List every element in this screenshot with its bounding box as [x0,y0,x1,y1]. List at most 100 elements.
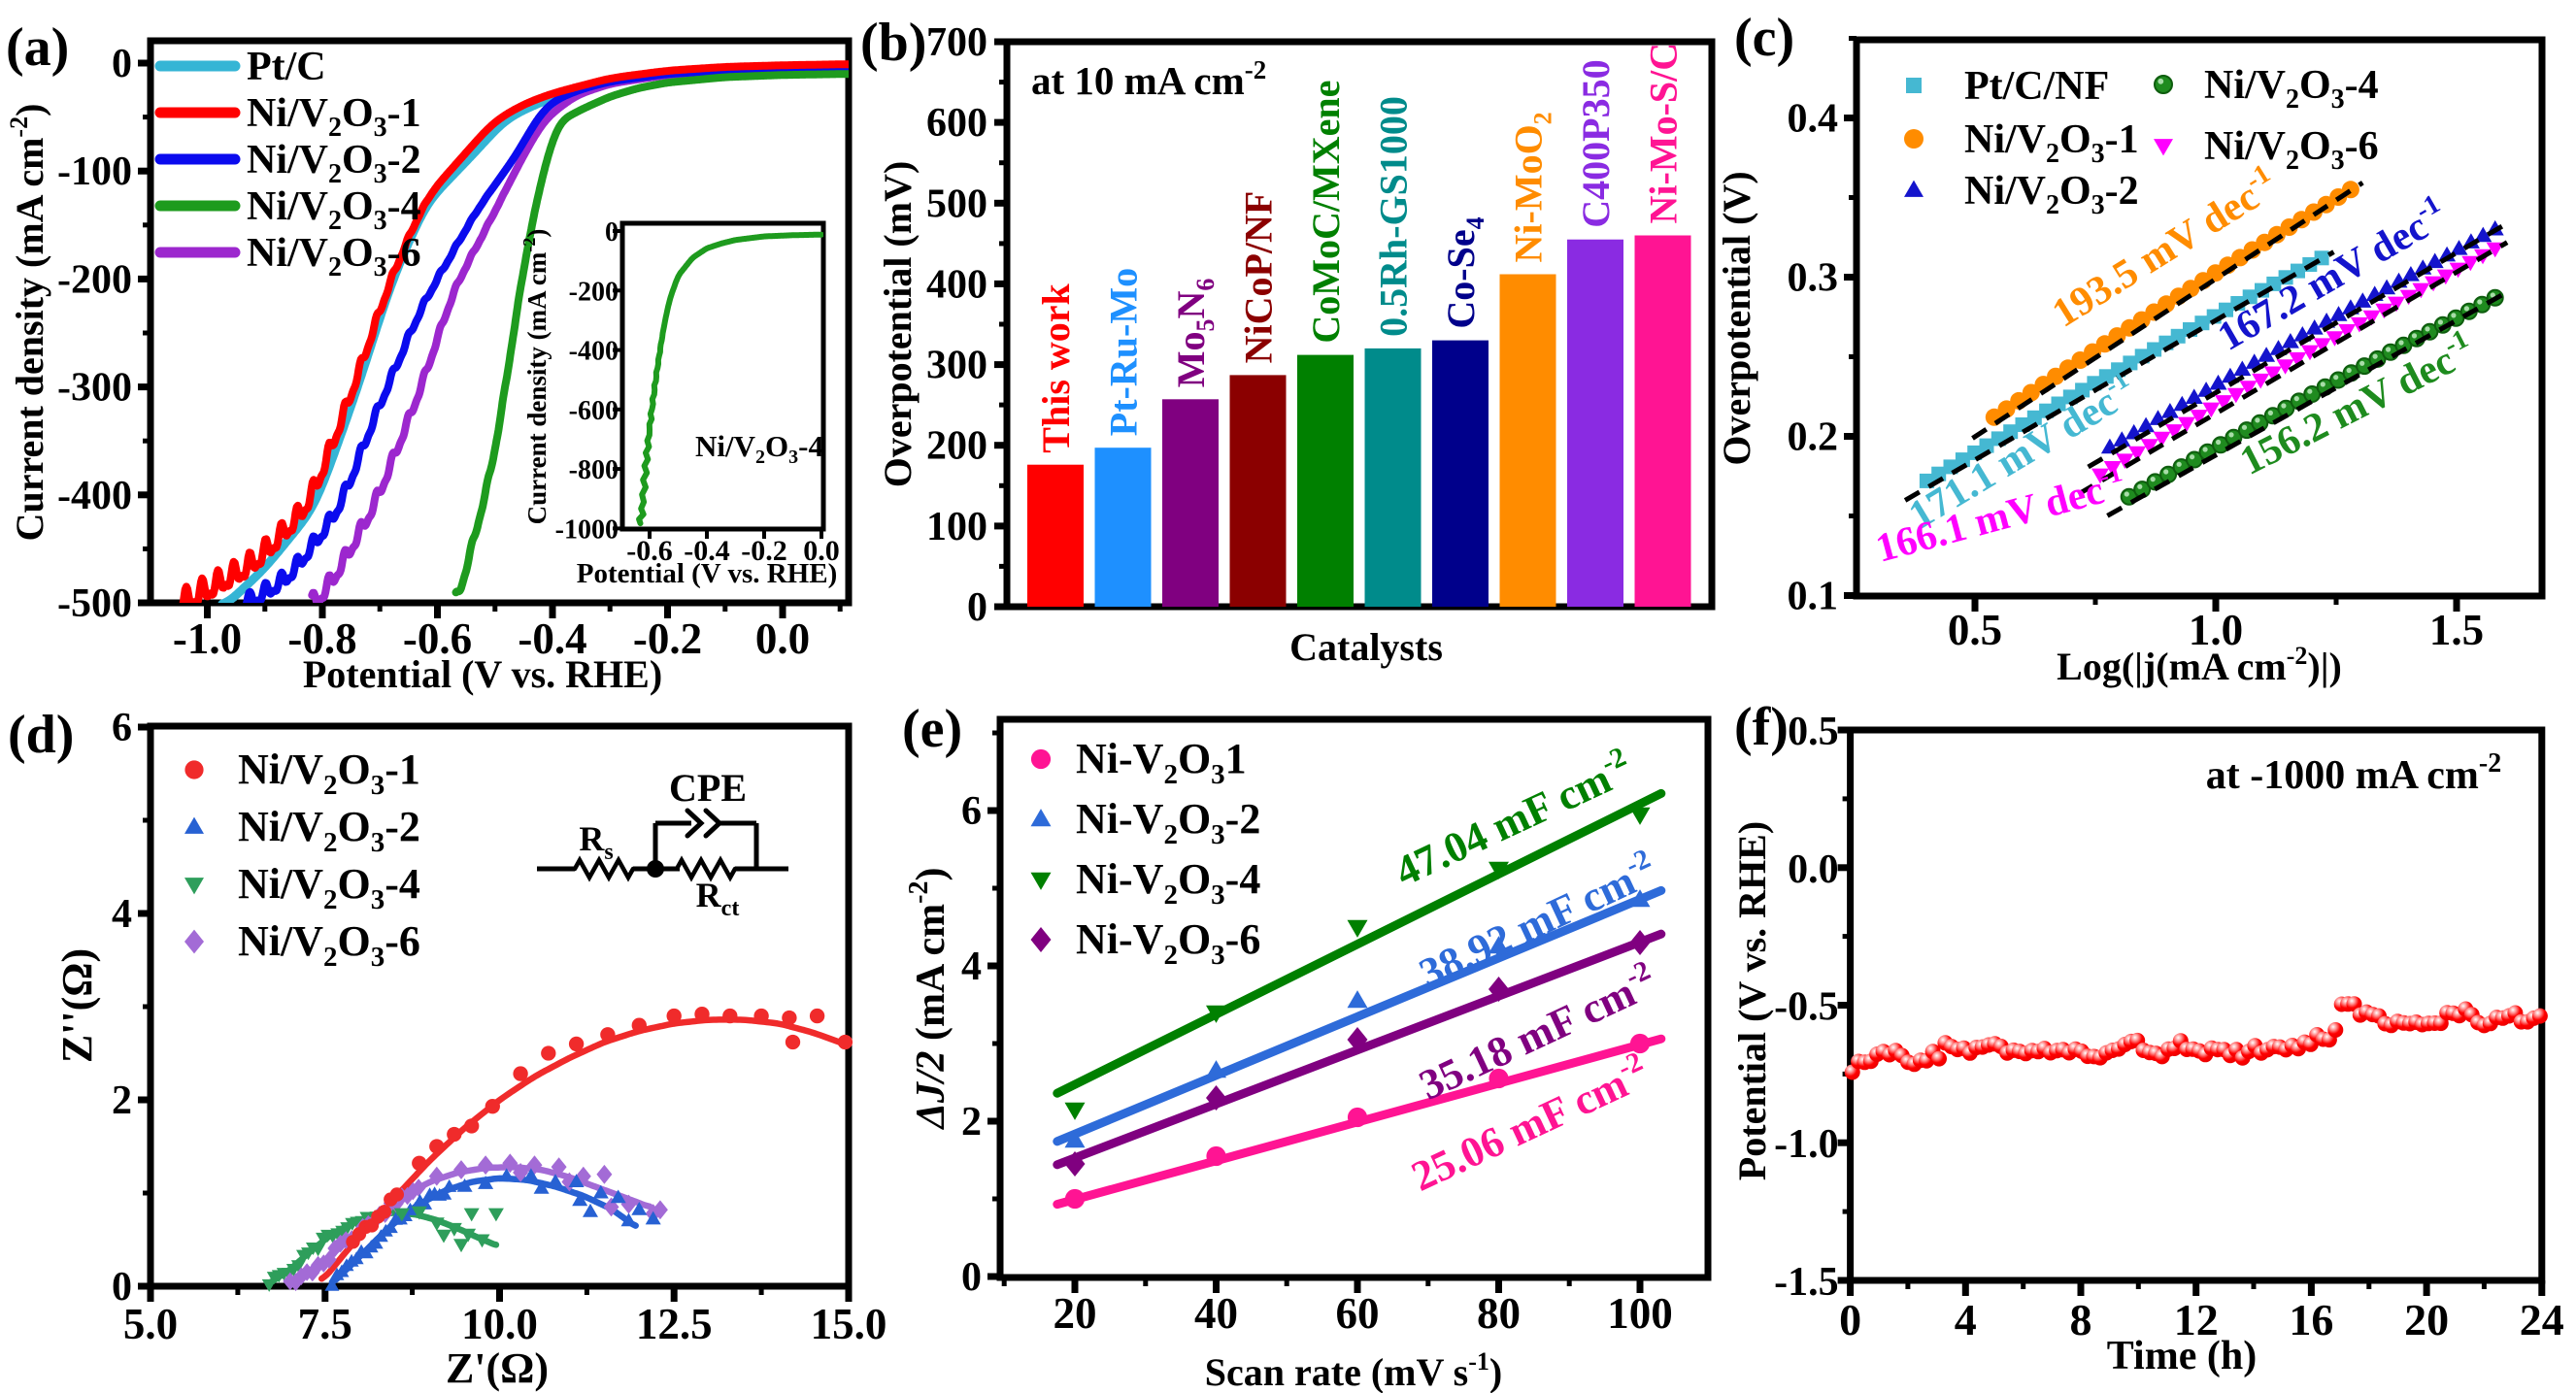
svg-text:Ni-V2O3-2: Ni-V2O3-2 [1076,795,1260,850]
svg-text:0: 0 [961,1255,982,1300]
svg-text:Overpotential (V): Overpotential (V) [1715,171,1758,465]
svg-text:-0.2: -0.2 [741,535,787,567]
svg-text:-0.6: -0.6 [626,535,673,567]
svg-text:100: 100 [926,505,987,549]
svg-text:80: 80 [1477,1289,1521,1338]
svg-text:-500: -500 [57,581,132,626]
svg-text:(a): (a) [6,17,69,78]
svg-text:Z'(Ω): Z'(Ω) [446,1344,549,1392]
svg-text:300: 300 [926,344,987,388]
svg-text:Ni/V2O3-6: Ni/V2O3-6 [2204,124,2379,176]
svg-text:10.0: 10.0 [461,1300,538,1348]
svg-text:Pt/C: Pt/C [247,45,326,89]
svg-text:12: 12 [2174,1295,2219,1344]
svg-text:Ni/V2O3-4: Ni/V2O3-4 [238,860,420,915]
svg-text:16: 16 [2289,1295,2333,1344]
svg-text:ΔJ/2 (mA cm-2): ΔJ/2 (mA cm-2) [904,868,953,1131]
svg-text:-0.4: -0.4 [684,535,730,567]
svg-text:(c): (c) [1734,8,1794,68]
svg-text:0: 0 [1839,1295,1861,1344]
svg-text:200: 200 [926,424,987,469]
svg-text:0: 0 [605,217,619,248]
svg-text:40: 40 [1194,1289,1238,1338]
svg-text:Ni/V2O3-1: Ni/V2O3-1 [247,91,421,143]
svg-text:0: 0 [112,1265,132,1310]
svg-text:Catalysts: Catalysts [1289,625,1443,669]
svg-text:Ni/V2O3-1: Ni/V2O3-1 [238,746,420,801]
svg-text:0.0: 0.0 [755,614,810,663]
svg-text:-200: -200 [57,257,132,302]
svg-text:Ni/V2O3-6: Ni/V2O3-6 [238,917,420,973]
svg-text:-1000: -1000 [555,514,619,545]
svg-text:Rs: Rs [579,819,613,865]
svg-text:Overpotential (mV): Overpotential (mV) [876,161,920,488]
svg-text:Pt/C/NF: Pt/C/NF [1964,64,2109,109]
svg-text:-1.5: -1.5 [1774,1260,1839,1305]
svg-text:at 10 mA cm-2: at 10 mA cm-2 [1031,55,1266,103]
svg-text:0.2: 0.2 [1788,415,1839,460]
svg-text:15.0: 15.0 [811,1300,887,1348]
svg-text:-300: -300 [57,366,132,411]
svg-text:-100: -100 [57,149,132,194]
svg-text:5.0: 5.0 [123,1300,178,1348]
svg-text:20: 20 [1054,1289,1097,1338]
svg-text:0: 0 [967,585,987,630]
svg-text:100: 100 [1607,1289,1673,1338]
svg-text:1.0: 1.0 [2189,606,2243,654]
svg-text:1.5: 1.5 [2429,606,2484,654]
svg-text:6: 6 [961,789,982,834]
svg-text:Ni/V2O3-4: Ni/V2O3-4 [247,184,421,236]
svg-text:-0.5: -0.5 [1774,985,1839,1030]
svg-text:0.1: 0.1 [1788,575,1839,619]
svg-text:Ni-Mo-S/C: Ni-Mo-S/C [1642,43,1686,224]
svg-text:Log(|j(mA cm-2)|): Log(|j(mA cm-2)|) [2057,642,2342,688]
svg-text:0.5Rh-GS1000: 0.5Rh-GS1000 [1372,96,1416,337]
svg-text:Co-Se4: Co-Se4 [1439,216,1489,328]
svg-text:(b): (b) [860,13,926,73]
svg-text:Pt-Ru-Mo: Pt-Ru-Mo [1102,268,1146,436]
svg-text:at -1000 mA cm-2: at -1000 mA cm-2 [2206,748,2501,798]
svg-text:-200: -200 [569,277,619,307]
svg-text:(e): (e) [902,699,962,759]
svg-text:NiCoP/NF: NiCoP/NF [1237,191,1281,364]
svg-text:-1.0: -1.0 [1774,1122,1839,1167]
svg-text:-1.0: -1.0 [173,614,242,663]
svg-text:Potential (V vs. RHE): Potential (V vs. RHE) [1730,821,1774,1180]
svg-text:Rct: Rct [696,876,740,921]
svg-text:6: 6 [112,706,132,750]
svg-text:500: 500 [926,182,987,226]
svg-text:Current density (mA cm-2): Current density (mA cm-2) [5,104,51,542]
svg-text:0.5: 0.5 [1948,606,2002,654]
svg-text:Ni/V2O3-1: Ni/V2O3-1 [1964,117,2139,169]
svg-text:(d): (d) [8,705,74,765]
svg-text:60: 60 [1336,1289,1380,1338]
svg-text:C400P350: C400P350 [1574,59,1618,227]
svg-text:Ni-V2O3-6: Ni-V2O3-6 [1076,915,1260,971]
svg-text:Potential (V vs. RHE): Potential (V vs. RHE) [577,558,838,589]
svg-text:This work: This work [1034,282,1078,452]
svg-text:Current density (mA cm-2): Current density (mA cm-2) [519,229,552,525]
svg-text:-0.8: -0.8 [287,614,356,663]
svg-text:Ni/V2O3-2: Ni/V2O3-2 [1964,169,2139,220]
svg-text:Time (h): Time (h) [2107,1334,2257,1378]
svg-text:600: 600 [926,101,987,146]
svg-text:8: 8 [2070,1295,2092,1344]
svg-text:12.5: 12.5 [636,1300,713,1348]
svg-text:0.0: 0.0 [1788,847,1839,892]
svg-text:Ni-MoO2: Ni-MoO2 [1507,112,1557,262]
svg-text:0.0: 0.0 [803,535,840,567]
svg-text:4: 4 [961,945,982,989]
svg-text:700: 700 [926,20,987,65]
svg-text:24: 24 [2520,1295,2564,1344]
svg-text:(f): (f) [1734,697,1789,757]
svg-text:4: 4 [112,892,132,937]
svg-text:-600: -600 [569,396,619,426]
svg-text:CPE: CPE [669,766,747,810]
svg-text:Mo5N6: Mo5N6 [1169,279,1220,388]
svg-text:4: 4 [1955,1295,1977,1344]
svg-text:Ni/V2O3-6: Ni/V2O3-6 [247,231,421,282]
svg-text:Z''(Ω): Z''(Ω) [53,948,101,1063]
svg-text:2: 2 [112,1078,132,1123]
svg-text:Ni-V2O3-4: Ni-V2O3-4 [1076,855,1260,911]
svg-text:Potential (V vs. RHE): Potential (V vs. RHE) [303,652,662,696]
